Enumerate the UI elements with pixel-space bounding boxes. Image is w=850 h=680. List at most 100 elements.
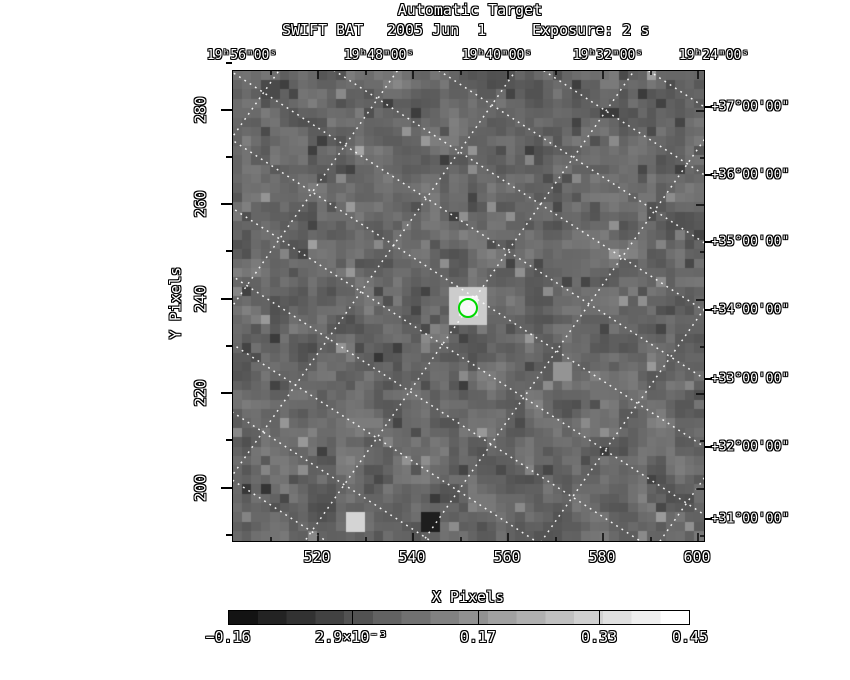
grid-line [233, 71, 704, 311]
grid-line [233, 275, 642, 541]
ra-tick-label: 19ʰ48ᵐ00ˢ [343, 48, 415, 63]
y-major-tick-left [221, 109, 232, 111]
colorbar-label: 2.9×10⁻³ [315, 628, 388, 646]
grid-line [233, 71, 280, 138]
dec-tick-label: +37°00'00" [711, 99, 790, 115]
dec-tick-label: +32°00'00" [711, 439, 790, 455]
y-minor-tick-left [226, 62, 232, 64]
y-tick-label: 200 [191, 474, 210, 502]
grid-line [233, 71, 587, 541]
grid-line [540, 307, 704, 541]
y-major-tick-left [221, 487, 232, 489]
x-tick-label: 580 [588, 548, 616, 566]
grid-line [233, 71, 704, 359]
grid-line [293, 71, 704, 72]
grid-line [233, 411, 433, 541]
grid-line [233, 71, 507, 541]
y-minor-tick-left [226, 250, 232, 252]
dec-tick-right [705, 106, 712, 108]
colorbar-tick [477, 611, 479, 624]
grid-line [438, 71, 704, 244]
y-tick-label: 280 [191, 96, 210, 124]
sky-image-canvas[interactable] [233, 71, 704, 541]
coordinate-grid-overlay [233, 71, 704, 541]
grid-line [270, 71, 704, 541]
grid-line [233, 71, 349, 541]
dec-tick-right [705, 518, 712, 520]
grid-line [233, 239, 704, 541]
colorbar-tick [351, 611, 353, 624]
instrument-label: SWIFT BAT [282, 21, 364, 39]
page-title: Automatic Target [397, 1, 543, 19]
x-tick-label: 560 [493, 548, 521, 566]
dec-tick-right [705, 378, 712, 380]
x-tick-label: 540 [398, 548, 426, 566]
ra-tick-label: 19ʰ40ᵐ00ˢ [461, 48, 533, 63]
grid-line [233, 71, 666, 541]
y-tick-label: 220 [191, 379, 210, 407]
y-major-tick-left [221, 392, 232, 394]
grid-line [667, 71, 704, 541]
grid-line [233, 71, 704, 503]
grid-line [233, 479, 328, 541]
grid-line [233, 71, 704, 541]
y-axis-title: Y Pixels [166, 266, 185, 340]
grid-line [233, 139, 704, 448]
colorbar-label: −0.16 [205, 628, 251, 646]
colorbar-label: 0.45 [671, 628, 709, 646]
dec-tick-label: +35°00'00" [711, 234, 790, 250]
y-major-tick-left [221, 298, 232, 300]
grid-line [233, 71, 704, 168]
grid-line [233, 71, 269, 541]
grid-line [233, 71, 704, 455]
y-minor-tick-left [226, 345, 232, 347]
grid-line [233, 71, 704, 407]
dec-tick-right [705, 174, 712, 176]
dec-tick-label: +33°00'00" [711, 371, 790, 387]
grid-line [659, 476, 704, 541]
ra-tick-label: 19ʰ56ᵐ00ˢ [206, 48, 278, 63]
y-minor-tick-left [226, 439, 232, 441]
plot-area [232, 70, 705, 542]
dec-tick-right [705, 241, 712, 243]
y-minor-tick-left [226, 534, 232, 536]
x-tick-label: 520 [303, 548, 331, 566]
inner-axis-ticks [270, 71, 704, 541]
grid-line [233, 343, 537, 541]
x-tick-label: 600 [683, 548, 711, 566]
y-tick-label: 260 [191, 190, 210, 218]
grid-line [349, 71, 704, 541]
grid-line [233, 71, 704, 216]
grid-line [233, 71, 399, 307]
dec-tick-label: +36°00'00" [711, 167, 790, 183]
grid-line [429, 71, 704, 541]
dec-tick-right [705, 309, 712, 311]
grid-line [233, 71, 517, 476]
ra-tick-label: 19ʰ24ᵐ00ˢ [678, 48, 750, 63]
grid-line [233, 71, 428, 541]
grid-line [233, 71, 704, 264]
colorbar [228, 610, 690, 625]
source-marker-circle [458, 298, 478, 318]
grid-line [233, 207, 704, 516]
observation-date-label: 2005 Jun 1 [387, 21, 487, 39]
source-marker-overlay [458, 298, 478, 318]
grid-line [647, 71, 704, 108]
dec-tick-label: +31°00'00" [711, 511, 790, 527]
y-major-tick-left [221, 203, 232, 205]
y-tick-label: 240 [191, 285, 210, 313]
grid-line [542, 71, 704, 176]
grid-line [233, 191, 704, 541]
dec-tick-label: +34°00'00" [711, 302, 790, 318]
colorbar-label: 0.33 [581, 628, 618, 646]
x-axis-title: X Pixels [431, 588, 505, 606]
dec-tick-right [705, 446, 712, 448]
grid-line [508, 71, 704, 541]
grid-line [233, 287, 704, 541]
grid-line [303, 71, 635, 541]
grid-line [233, 71, 704, 380]
exposure-label: Exposure: 2 s [532, 21, 650, 39]
grid-line [587, 71, 704, 541]
grid-line [233, 144, 704, 541]
